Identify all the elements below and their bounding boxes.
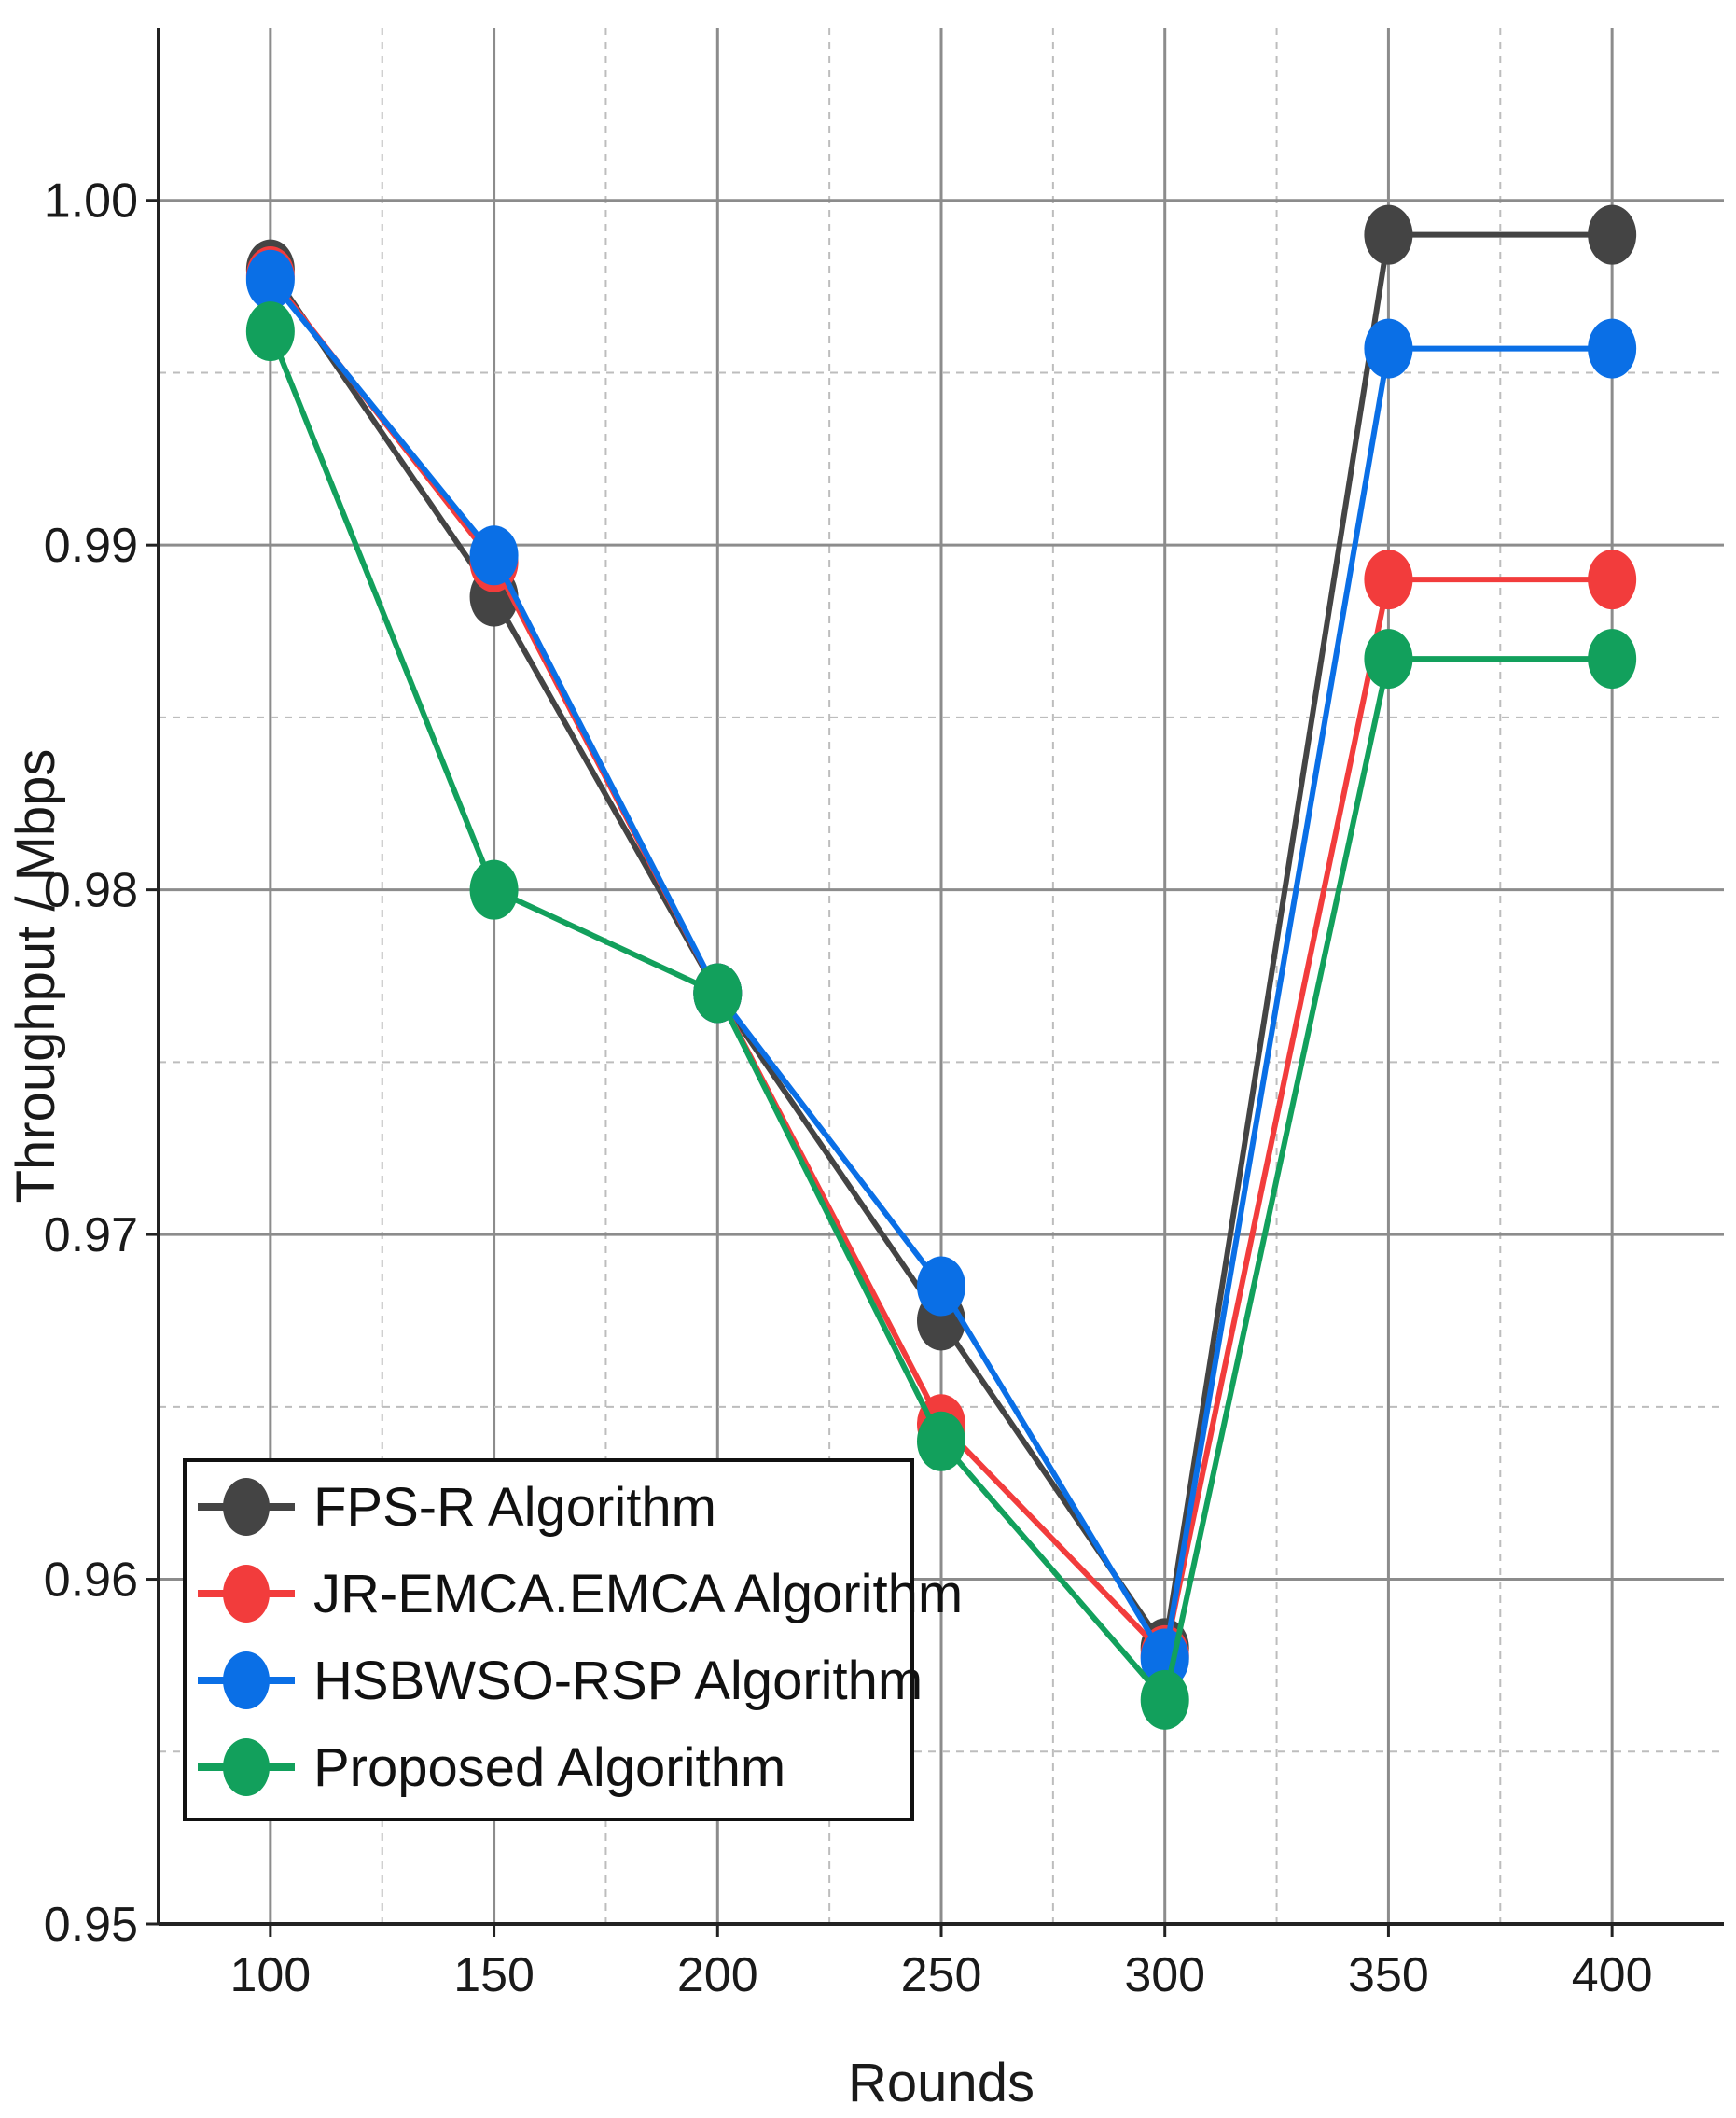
data-point bbox=[917, 1411, 965, 1471]
legend-marker bbox=[223, 1478, 270, 1536]
legend-marker bbox=[223, 1738, 270, 1796]
series-proposed-algorithm bbox=[245, 301, 1637, 1730]
data-point bbox=[245, 301, 295, 362]
x-tick-label: 400 bbox=[1572, 1948, 1653, 2002]
x-tick-label: 250 bbox=[901, 1948, 982, 2002]
legend-label: JR-EMCA.EMCA Algorithm bbox=[313, 1564, 963, 1624]
data-point bbox=[245, 249, 295, 310]
legend-label: FPS-R Algorithm bbox=[313, 1477, 716, 1538]
x-tick-label: 300 bbox=[1124, 1948, 1205, 2002]
legend-label: HSBWSO-RSP Algorithm bbox=[313, 1651, 923, 1711]
legend-box bbox=[183, 1458, 914, 1821]
y-tick-label: 0.97 bbox=[44, 1208, 138, 1262]
y-tick-label: 0.95 bbox=[44, 1898, 138, 1952]
x-tick-label: 150 bbox=[453, 1948, 535, 2002]
series-group bbox=[245, 204, 1637, 1730]
y-tick-label: 0.96 bbox=[44, 1554, 138, 1608]
axes: 0.95 0.96 0.97 0.98 0.99 1.00 100 150 200 250 300 3… bbox=[44, 28, 1724, 2002]
data-point bbox=[1140, 1669, 1189, 1730]
data-point bbox=[1364, 318, 1413, 379]
legend-item: Proposed Algorithm bbox=[198, 1737, 785, 1798]
data-point bbox=[1364, 550, 1413, 610]
data-point bbox=[469, 525, 519, 586]
legend-item: HSBWSO-RSP Algorithm bbox=[198, 1651, 923, 1711]
y-tick-label: 1.00 bbox=[44, 174, 138, 229]
y-tick-label: 0.99 bbox=[44, 519, 138, 573]
data-point bbox=[469, 859, 519, 920]
x-tick-label: 350 bbox=[1348, 1948, 1429, 2002]
x-tick-label: 100 bbox=[229, 1948, 311, 2002]
legend-item: FPS-R Algorithm bbox=[198, 1477, 716, 1538]
legend-marker bbox=[223, 1651, 270, 1709]
x-axis-title: Rounds bbox=[848, 2053, 1035, 2113]
data-point bbox=[1588, 318, 1637, 379]
y-axis-title: Throughput / Mbps bbox=[6, 749, 66, 1204]
data-point bbox=[693, 963, 743, 1024]
data-point bbox=[1588, 204, 1637, 265]
data-point bbox=[1364, 204, 1413, 265]
legend-item: JR-EMCA.EMCA Algorithm bbox=[198, 1564, 963, 1624]
legend-label: Proposed Algorithm bbox=[313, 1737, 785, 1798]
data-point bbox=[1588, 629, 1637, 690]
data-point bbox=[917, 1256, 965, 1317]
data-point bbox=[1588, 550, 1637, 610]
legend-marker bbox=[223, 1565, 270, 1623]
y-tick-label: 0.98 bbox=[44, 864, 138, 918]
x-tick-label: 200 bbox=[677, 1948, 758, 2002]
legend: FPS-R Algorithm JR-EMCA.EMCA Algorithm HSB… bbox=[183, 1458, 963, 1821]
data-point bbox=[1364, 629, 1413, 690]
